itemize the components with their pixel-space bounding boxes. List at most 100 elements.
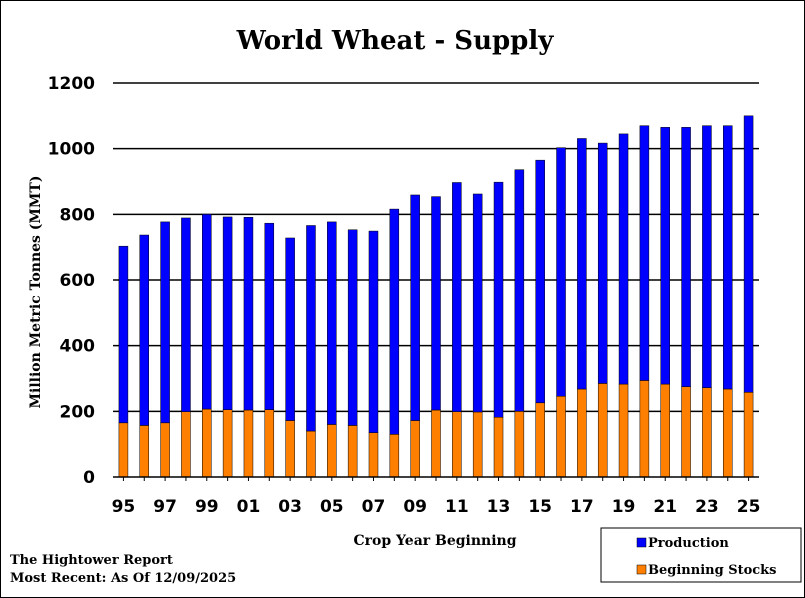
bar-beginning-stocks-12 (472, 411, 483, 478)
legend-box (600, 527, 802, 583)
bar-beginning-stocks-15 (535, 402, 545, 478)
bar-production-20 (639, 125, 650, 381)
bar-production-22 (681, 127, 691, 387)
bar-production-97 (160, 221, 170, 424)
y-tick-labels: 0 200 400 600 800 1000 1200 (48, 74, 95, 488)
y-tick-label: 1200 (48, 74, 95, 94)
bar-beginning-stocks-07 (368, 432, 379, 478)
bar-beginning-stocks-04 (306, 430, 316, 478)
bar-beginning-stocks-06 (347, 425, 358, 478)
bar-beginning-stocks-95 (118, 422, 129, 478)
bar-production-09 (410, 194, 420, 421)
bar-production-25 (743, 115, 754, 393)
y-tick-label: 0 (83, 468, 95, 488)
x-tick-label: 11 (445, 497, 469, 517)
bar-production-24 (722, 125, 733, 390)
x-tick-label: 05 (320, 497, 344, 517)
footer-date: Most Recent: As Of 12/09/2025 (10, 571, 236, 586)
bar-beginning-stocks-99 (202, 408, 212, 478)
bar-beginning-stocks-09 (410, 420, 420, 478)
bar-beginning-stocks-13 (493, 416, 504, 478)
bar-production-98 (181, 217, 191, 412)
legend-swatch-beginning-stocks (636, 564, 647, 575)
bar-production-04 (306, 225, 316, 432)
bar-beginning-stocks-97 (160, 422, 170, 478)
bar-beginning-stocks-23 (702, 387, 712, 478)
bar-production-21 (660, 127, 670, 385)
x-tick-label: 99 (195, 497, 219, 517)
bar-production-05 (327, 221, 337, 425)
x-tick-label: 15 (528, 497, 552, 517)
bar-beginning-stocks-03 (285, 420, 295, 478)
x-tick-label: 21 (653, 497, 677, 517)
bar-production-02 (264, 222, 275, 410)
y-tick-label: 200 (60, 402, 96, 422)
x-tick-label: 97 (153, 497, 177, 517)
bar-production-17 (577, 138, 587, 390)
bar-production-06 (347, 229, 358, 426)
bar-beginning-stocks-02 (264, 409, 275, 478)
bar-production-12 (472, 193, 483, 413)
bar-beginning-stocks-22 (681, 386, 691, 478)
bar-beginning-stocks-19 (618, 383, 629, 478)
bar-production-11 (452, 182, 462, 412)
bar-production-08 (389, 208, 400, 435)
bar-beginning-stocks-98 (181, 411, 191, 478)
bar-beginning-stocks-01 (243, 409, 254, 478)
x-tick-labels: 95 97 99 01 03 05 07 09 11 13 15 17 19 21 23 25 (112, 477, 761, 517)
bar-beginning-stocks-05 (327, 424, 337, 478)
y-tick-label: 800 (60, 205, 96, 225)
x-tick-label: 09 (403, 497, 427, 517)
bar-production-03 (285, 237, 295, 421)
bar-production-07 (368, 230, 379, 433)
y-tick-label: 400 (60, 337, 96, 357)
x-tick-label: 01 (237, 497, 261, 517)
legend-swatch-production (636, 537, 647, 548)
x-tick-label: 17 (570, 497, 594, 517)
bar-production-99 (202, 214, 212, 410)
x-tick-label: 19 (612, 497, 636, 517)
bar-production-14 (514, 169, 525, 412)
bar-production-95 (118, 245, 129, 424)
bar-production-13 (493, 181, 504, 418)
legend: Production Beginning Stocks (600, 527, 802, 583)
bars (118, 115, 754, 478)
bar-beginning-stocks-08 (389, 434, 400, 478)
bar-production-01 (243, 217, 254, 411)
legend-label-beginning-stocks: Beginning Stocks (648, 563, 777, 578)
bar-production-96 (139, 234, 150, 426)
x-tick-label: 07 (362, 497, 386, 517)
bar-production-18 (597, 142, 608, 384)
x-tick-label: 95 (112, 497, 136, 517)
y-axis-title: Million Metric Tonnes (MMT) (28, 176, 44, 409)
legend-label-production: Production (648, 536, 729, 551)
bar-beginning-stocks-21 (660, 383, 670, 478)
y-tick-label: 600 (60, 271, 96, 291)
bar-production-23 (702, 125, 712, 388)
bar-production-16 (556, 147, 566, 397)
bar-beginning-stocks-00 (222, 409, 233, 478)
x-axis-title: Crop Year Beginning (353, 533, 516, 549)
chart-title: World Wheat - Supply (236, 26, 555, 56)
bar-beginning-stocks-10 (431, 409, 441, 478)
bar-production-00 (222, 216, 233, 410)
x-tick-label: 03 (278, 497, 302, 517)
bar-beginning-stocks-20 (639, 380, 650, 478)
bar-production-15 (535, 159, 545, 404)
x-tick-label: 25 (737, 497, 761, 517)
bar-production-10 (431, 196, 441, 411)
bar-production-19 (618, 133, 629, 385)
x-tick-label: 13 (487, 497, 511, 517)
bar-beginning-stocks-17 (577, 388, 587, 478)
bar-beginning-stocks-25 (743, 392, 754, 478)
bar-beginning-stocks-11 (452, 411, 462, 478)
bar-beginning-stocks-24 (722, 388, 733, 478)
gridlines (113, 82, 759, 413)
footer-source: The Hightower Report (10, 553, 173, 568)
bar-beginning-stocks-14 (514, 411, 525, 478)
bar-beginning-stocks-18 (597, 383, 608, 478)
x-tick-label: 23 (695, 497, 719, 517)
bar-beginning-stocks-16 (556, 395, 566, 478)
bar-beginning-stocks-96 (139, 425, 150, 478)
